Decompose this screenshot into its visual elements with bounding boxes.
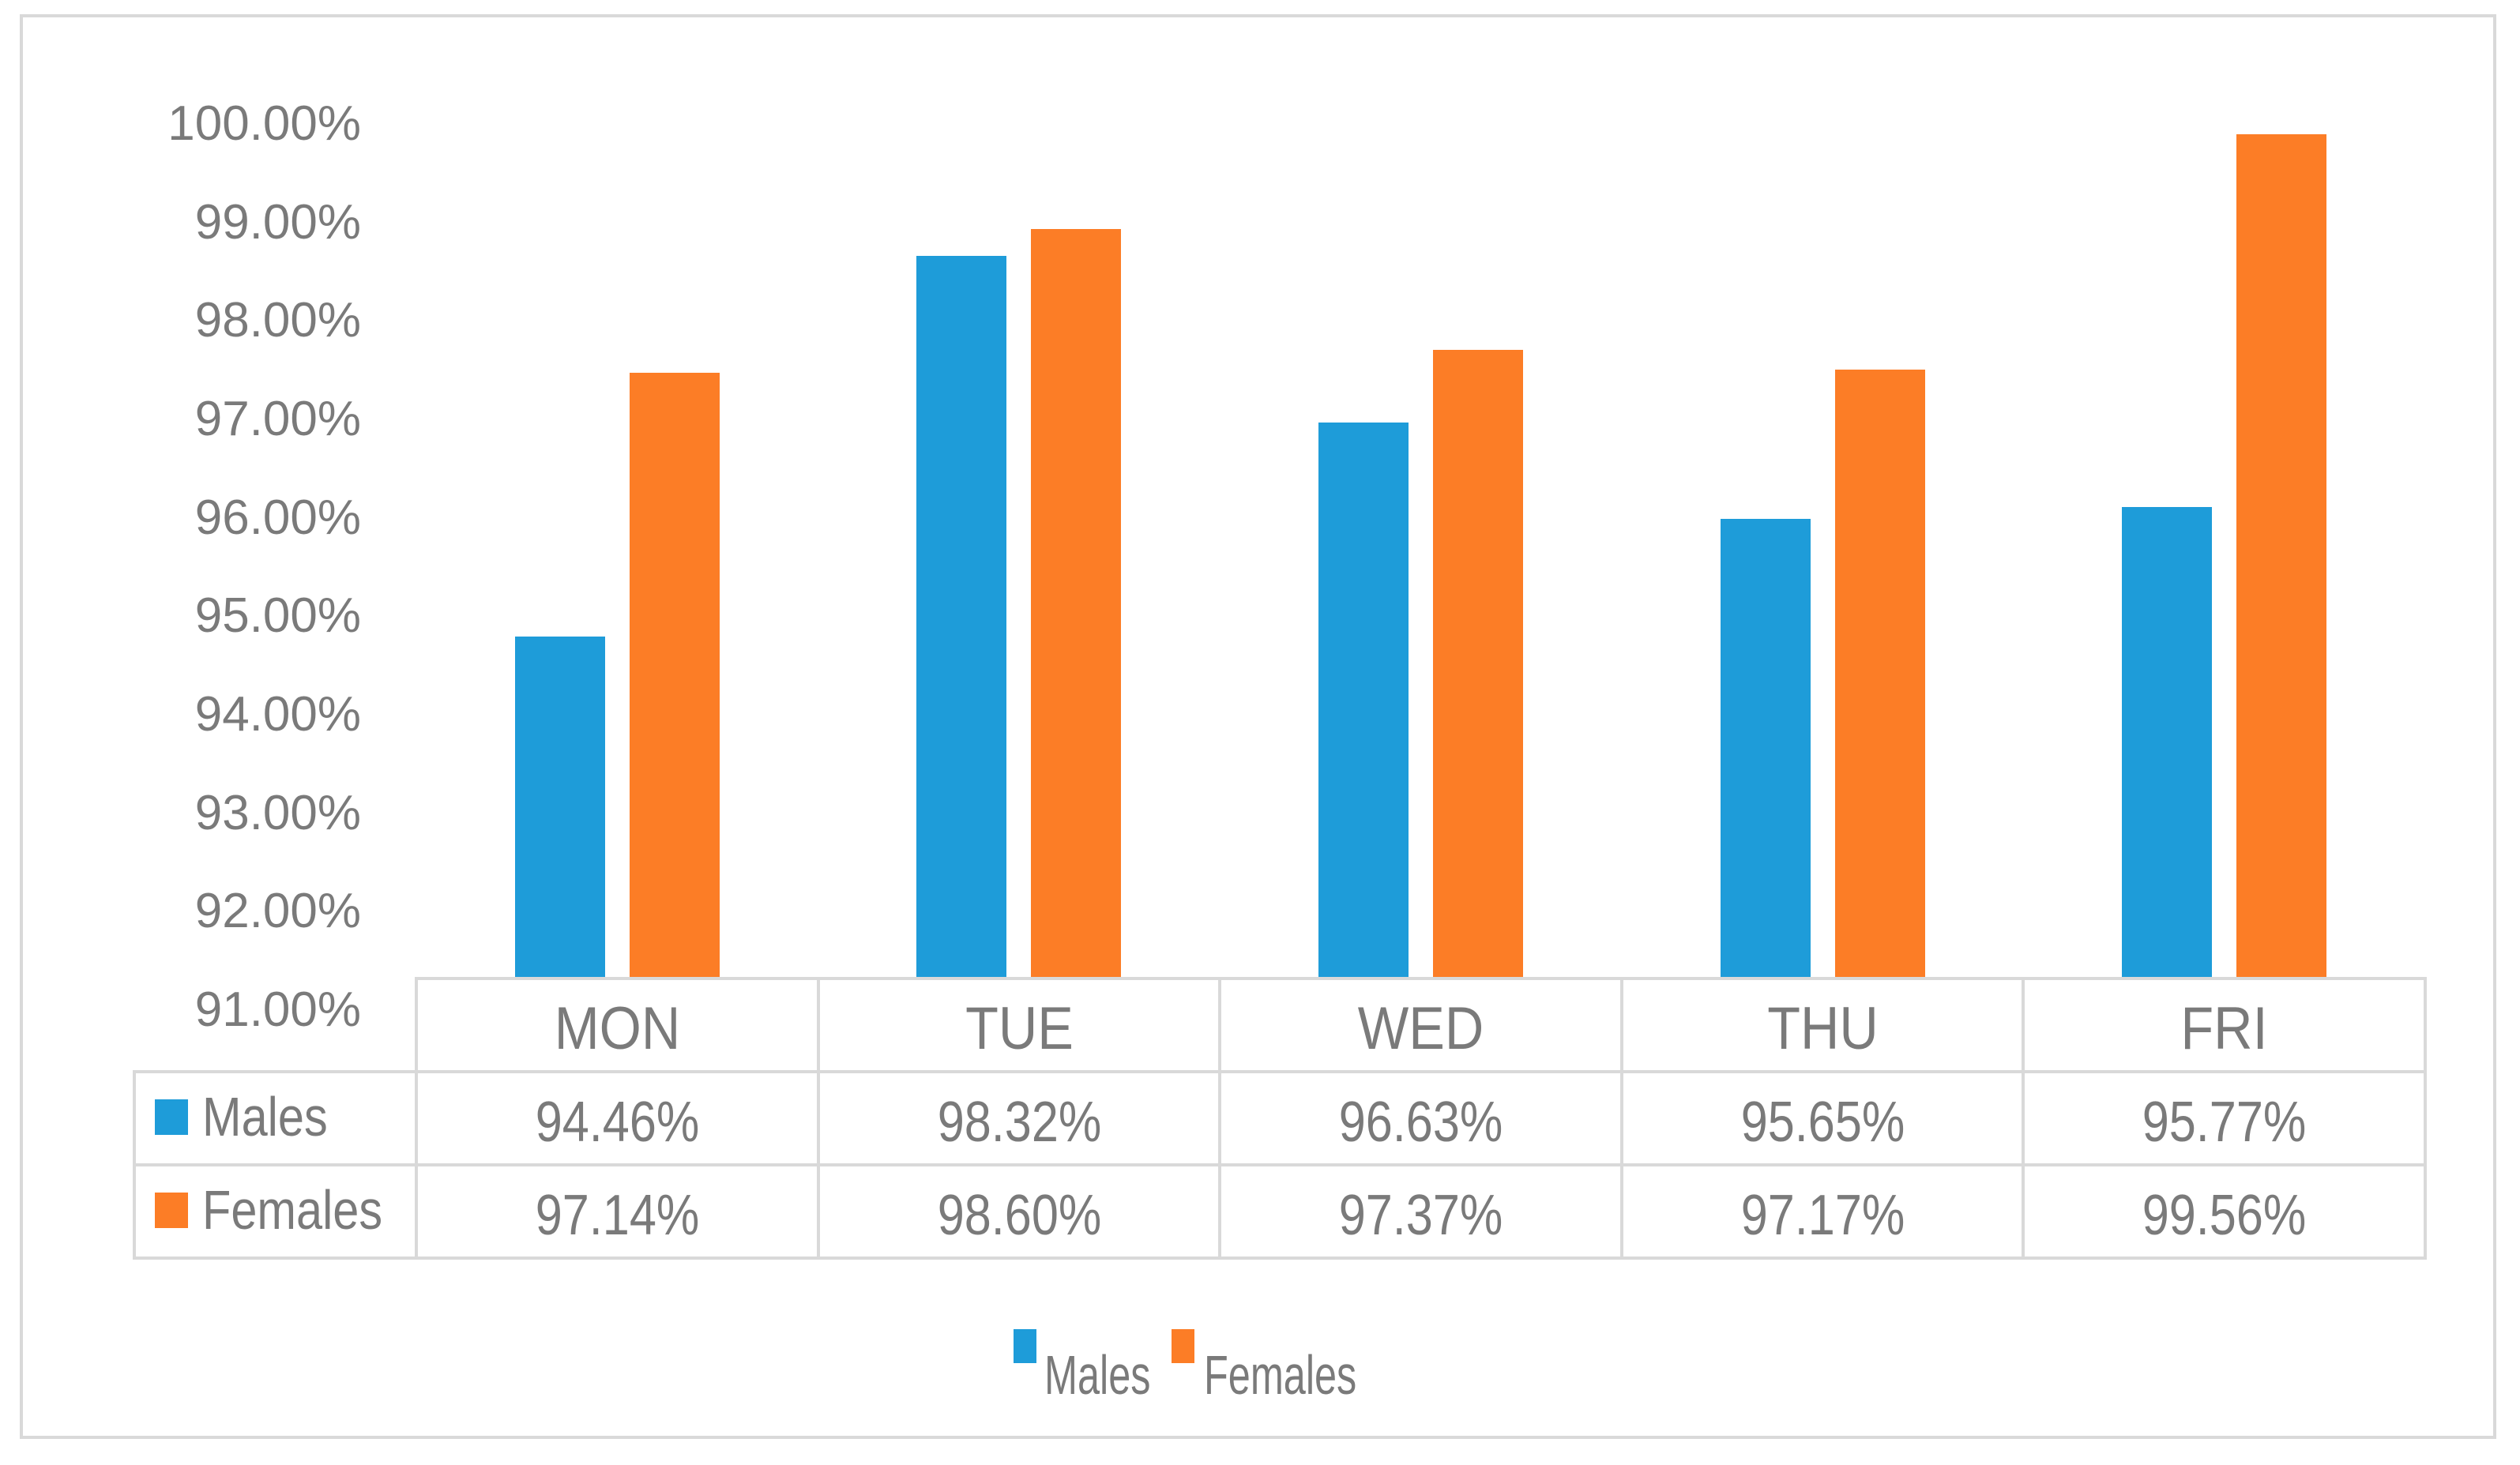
bar-females-thu (1835, 370, 1925, 977)
table-cell-males-mon: 94.46% (535, 1091, 700, 1154)
table-cell-males-tue: 98.32% (937, 1091, 1102, 1154)
y-axis-tick-label: 97.00% (194, 392, 361, 446)
table-border-line (415, 977, 418, 1260)
table-cell-males-fri: 95.77% (2142, 1091, 2307, 1154)
table-border-line (133, 1070, 136, 1260)
y-axis-tick-label: 99.00% (194, 195, 361, 250)
table-cell-males-wed: 96.63% (1338, 1091, 1503, 1154)
table-border-line (133, 1257, 2425, 1260)
y-axis-tick-label: 95.00% (194, 588, 361, 643)
table-border-line (416, 977, 2425, 980)
table-border-line (133, 1163, 2425, 1166)
bar-females-fri (2236, 134, 2326, 977)
table-border-line (817, 977, 820, 1260)
legend-label-females: Females (1204, 1344, 1357, 1406)
table-cell-females-wed: 97.37% (1338, 1184, 1503, 1247)
bar-females-wed (1433, 350, 1523, 977)
y-axis-tick-label: 91.00% (194, 982, 361, 1037)
table-border-line (1218, 977, 1221, 1260)
table-border-line (133, 1070, 2425, 1073)
bar-females-tue (1031, 229, 1121, 977)
table-cell-females-mon: 97.14% (535, 1184, 700, 1247)
y-axis-tick-label: 96.00% (194, 490, 361, 545)
y-axis-tick-label: 92.00% (194, 884, 361, 938)
series-name-label: Females (202, 1179, 383, 1241)
table-row-label-males: Males (133, 1070, 416, 1163)
table-cell-males-thu: 95.65% (1740, 1091, 1905, 1154)
bar-males-mon (515, 637, 605, 977)
males-series-swatch (155, 1099, 188, 1135)
table-border-line (1620, 977, 1623, 1260)
bar-males-thu (1721, 519, 1811, 977)
bar-males-tue (916, 256, 1006, 977)
bar-females-mon (630, 373, 720, 977)
table-header-wed: WED (1357, 995, 1484, 1062)
bar-males-fri (2122, 507, 2212, 977)
table-cell-females-tue: 98.60% (937, 1184, 1102, 1247)
y-axis-tick-label: 100.00% (167, 96, 361, 151)
bar-males-wed (1318, 423, 1409, 977)
table-header-mon: MON (554, 995, 681, 1062)
legend-swatch-males (1014, 1329, 1036, 1363)
table-cell-females-fri: 99.56% (2142, 1184, 2307, 1247)
table-header-thu: THU (1767, 995, 1879, 1062)
y-axis-tick-label: 93.00% (194, 786, 361, 840)
table-row-label-females: Females (133, 1163, 416, 1257)
chart-outer-border (20, 14, 2496, 1439)
plot-area (416, 91, 2425, 977)
legend-label-males: Males (1044, 1344, 1151, 1406)
table-border-line (2424, 977, 2427, 1260)
table-cell-females-thu: 97.17% (1740, 1184, 1905, 1247)
y-axis-tick-label: 98.00% (194, 293, 361, 347)
table-header-tue: TUE (965, 995, 1074, 1062)
legend-swatch-females (1172, 1329, 1194, 1363)
table-border-line (2022, 977, 2025, 1260)
series-name-label: Males (202, 1086, 328, 1148)
females-series-swatch (155, 1192, 188, 1228)
table-header-fri: FRI (2180, 995, 2268, 1062)
y-axis-tick-label: 94.00% (194, 687, 361, 742)
